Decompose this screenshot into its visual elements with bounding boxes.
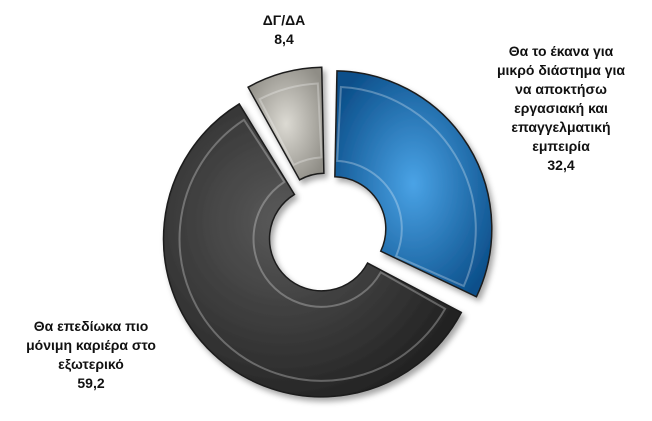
label-line: μόνιμη καριέρα στο <box>26 337 156 353</box>
slice-dk-na <box>247 66 325 181</box>
slice-short-term <box>334 70 493 298</box>
label-line: μικρό διάστημα για <box>496 62 626 78</box>
label-line: επαγγελματική <box>511 119 611 135</box>
slice-label-permanent-career: Θα επεδίωκα πιο μόνιμη καριέρα στο εξωτε… <box>6 317 176 393</box>
label-line: εμπειρία <box>532 138 590 154</box>
slice-permanent-career-bevel <box>178 118 447 382</box>
slice-permanent-career <box>162 102 463 398</box>
slice-label-short-term: Θα το έκανα για μικρό διάστημα για να απ… <box>486 42 636 175</box>
value-label: 59,2 <box>77 375 105 391</box>
label-line: εργασιακή και <box>514 100 608 116</box>
slice-label-dk-na: ΔΓ/ΔΑ 8,4 <box>244 11 324 49</box>
slice-dk-na-bevel <box>258 82 323 167</box>
slice-short-term-bevel <box>336 85 477 288</box>
label-line: ΔΓ/ΔΑ <box>262 12 306 28</box>
value-label: 8,4 <box>274 31 294 47</box>
value-label: 32,4 <box>547 157 575 173</box>
label-line: εξωτερικό <box>58 356 124 372</box>
label-line: Θα το έκανα για <box>508 43 614 59</box>
label-line: να αποκτήσω <box>515 81 607 97</box>
label-line: Θα επεδίωκα πιο <box>33 318 149 334</box>
